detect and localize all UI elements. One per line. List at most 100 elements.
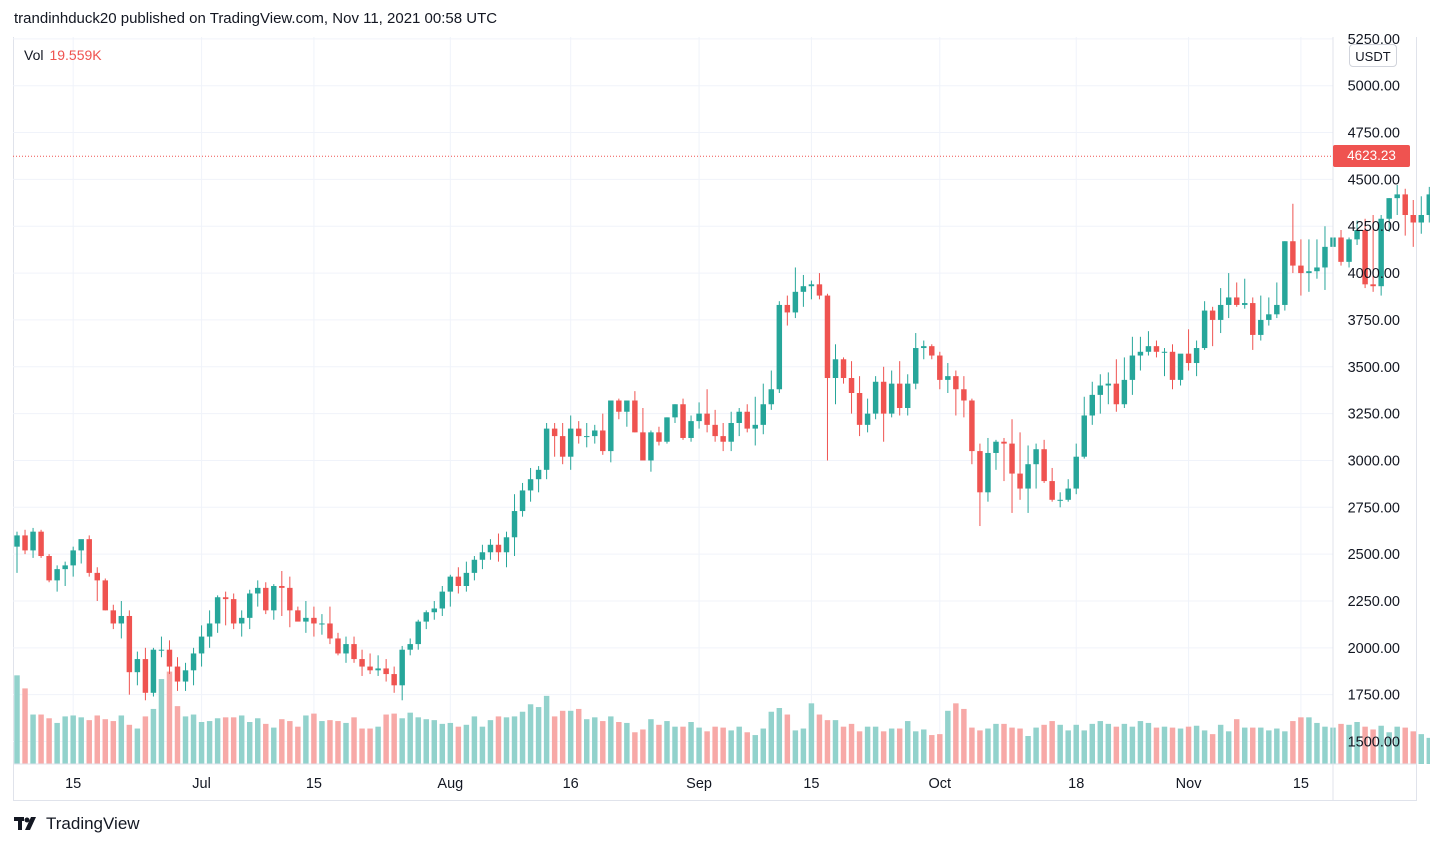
volume-bar xyxy=(1410,731,1416,764)
candle-body xyxy=(1057,499,1063,501)
volume-layer xyxy=(14,671,1430,764)
brand[interactable]: TradingView xyxy=(14,814,140,834)
candle-body xyxy=(503,537,510,553)
volume-legend-label: Vol xyxy=(24,47,44,63)
candle-body xyxy=(182,670,189,682)
candle-body xyxy=(921,346,927,349)
currency-badge[interactable]: USDT xyxy=(1349,44,1397,67)
volume-bar xyxy=(150,708,157,764)
candle-body xyxy=(535,469,542,480)
volume-bar xyxy=(816,714,823,764)
y-tick-label: 5250.00 xyxy=(1348,32,1400,48)
volume-bar xyxy=(993,723,999,764)
candle-body xyxy=(527,479,534,491)
candle-body xyxy=(776,304,783,390)
candle-body xyxy=(1250,303,1256,335)
candle-body xyxy=(640,432,646,461)
candle-body xyxy=(1354,229,1360,240)
candle-body xyxy=(519,490,526,512)
volume-bar xyxy=(118,715,125,764)
candle-layer xyxy=(14,185,1430,701)
volume-bar xyxy=(1306,717,1312,764)
volume-bar xyxy=(431,720,438,764)
candle-body xyxy=(439,591,446,609)
candle-body xyxy=(961,389,967,401)
volume-bar xyxy=(1073,724,1079,764)
candle-body xyxy=(198,636,205,654)
volume-bar xyxy=(592,717,598,764)
volume-bar xyxy=(904,721,911,764)
volume-bar xyxy=(1057,724,1063,764)
volume-bar xyxy=(953,703,959,764)
volume-bar xyxy=(158,679,165,764)
volume-bar xyxy=(1105,723,1112,764)
candle-body xyxy=(1378,218,1384,287)
candle-body xyxy=(1410,215,1416,223)
candle-body xyxy=(1153,346,1160,352)
candle-body xyxy=(14,535,20,547)
candle-body xyxy=(1274,304,1280,315)
x-tick-label: 18 xyxy=(1068,776,1084,792)
publish-line: trandinhduck20 published on TradingView.… xyxy=(14,10,498,27)
candle-body xyxy=(1346,239,1352,262)
volume-bar xyxy=(632,732,638,764)
candle-body xyxy=(1402,194,1408,216)
volume-bar xyxy=(712,726,718,764)
candle-body xyxy=(1017,473,1023,489)
candle-body xyxy=(311,617,317,624)
volume-bar xyxy=(62,716,68,764)
candle-body xyxy=(896,383,903,408)
volume-bar xyxy=(335,721,341,764)
volume-bar xyxy=(680,726,686,764)
volume-bar xyxy=(407,712,413,764)
volume-bar xyxy=(1314,722,1320,764)
candle-body xyxy=(632,400,638,433)
volume-bar xyxy=(126,724,133,764)
volume-bar xyxy=(1169,727,1176,764)
volume-bar xyxy=(415,717,421,764)
candle-body xyxy=(1418,215,1424,223)
candle-body xyxy=(271,585,277,611)
candle-body xyxy=(54,569,60,581)
candle-body xyxy=(559,436,566,457)
candle-body xyxy=(800,286,807,292)
candle-body xyxy=(150,649,157,693)
volume-bar xyxy=(1217,724,1224,764)
volume-bar xyxy=(70,715,76,764)
candle-body xyxy=(1105,383,1112,386)
candle-body xyxy=(1290,241,1296,266)
candle-body xyxy=(479,552,486,560)
volume-bar xyxy=(375,726,381,764)
volume-bar xyxy=(319,721,325,764)
candle-body xyxy=(495,544,502,553)
volume-bar xyxy=(728,730,734,764)
brand-name: TradingView xyxy=(46,814,140,833)
candle-body xyxy=(1089,394,1095,416)
volume-bar xyxy=(86,720,92,764)
candle-body xyxy=(22,535,28,551)
candle-body xyxy=(1258,319,1264,335)
volume-bar xyxy=(255,718,261,764)
candle-body xyxy=(728,422,734,442)
candle-body xyxy=(102,580,109,611)
candle-body xyxy=(832,359,839,379)
candle-body xyxy=(744,411,750,429)
candle-body xyxy=(399,649,405,686)
volume-bar xyxy=(1274,728,1280,764)
volume-bar xyxy=(1233,719,1240,764)
candle-body xyxy=(1362,229,1368,285)
volume-bar xyxy=(1137,721,1144,764)
volume-bar xyxy=(551,716,558,764)
volume-bar xyxy=(1049,721,1055,764)
volume-bar xyxy=(616,722,622,764)
candle-body xyxy=(664,417,670,442)
candle-body xyxy=(238,617,245,624)
candle-body xyxy=(407,644,413,650)
candle-body xyxy=(62,565,68,570)
candle-body xyxy=(1209,310,1216,320)
volume-bar xyxy=(567,710,574,764)
volume-bar xyxy=(736,726,742,764)
candle-body xyxy=(551,428,558,437)
candle-body xyxy=(1145,346,1152,352)
